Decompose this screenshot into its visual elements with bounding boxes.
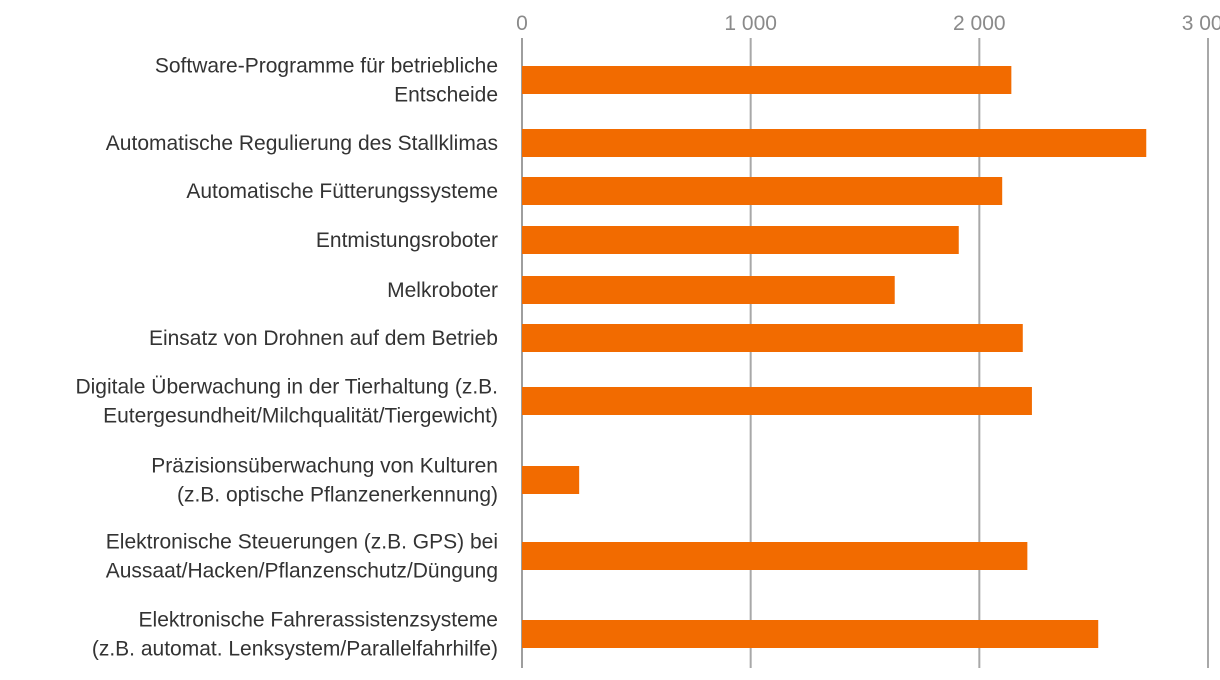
- category-label: Digitale Überwachung in der Tierhaltung …: [75, 376, 498, 399]
- bar: [522, 324, 1023, 352]
- bar: [522, 129, 1147, 157]
- category-label: Präzisionsüberwachung von Kulturen: [151, 455, 498, 478]
- x-tick-label: 1 000: [724, 12, 777, 35]
- category-label: Aussaat/Hacken/Pflanzenschutz/Düngung: [106, 560, 498, 583]
- category-label: Melkroboter: [387, 279, 498, 302]
- bar: [522, 387, 1032, 415]
- category-label: Elektronische Steuerungen (z.B. GPS) bei: [106, 531, 498, 554]
- category-label: Elektronische Fahrerassistenzsysteme: [139, 609, 498, 632]
- bar: [522, 177, 1003, 205]
- category-label: (z.B. optische Pflanzenerkennung): [177, 484, 498, 507]
- category-label: Einsatz von Drohnen auf dem Betrieb: [149, 327, 498, 350]
- category-label: Automatische Fütterungssysteme: [186, 180, 498, 203]
- bars: [522, 66, 1147, 648]
- x-tick-label: 2 000: [953, 12, 1006, 35]
- bar: [522, 620, 1099, 648]
- bar: [522, 276, 895, 304]
- bar: [522, 542, 1028, 570]
- category-label: Entmistungsroboter: [316, 229, 498, 252]
- category-label: Eutergesundheit/Milchqualität/Tiergewich…: [103, 405, 498, 428]
- x-axis-ticks: 0 1 000 2 000 3 000: [516, 12, 1220, 35]
- category-label: (z.B. automat. Lenksystem/Parallelfahrhi…: [92, 638, 498, 661]
- bar: [522, 66, 1012, 94]
- x-tick-label: 0: [516, 12, 528, 35]
- category-label: Automatische Regulierung des Stallklimas: [106, 132, 498, 155]
- bar: [522, 466, 580, 494]
- category-labels: Software-Programme für betriebliche Entsc…: [75, 55, 498, 661]
- category-label: Software-Programme für betriebliche: [155, 55, 498, 78]
- bar: [522, 226, 959, 254]
- x-tick-label: 3 000: [1182, 12, 1220, 35]
- category-label: Entscheide: [394, 84, 498, 107]
